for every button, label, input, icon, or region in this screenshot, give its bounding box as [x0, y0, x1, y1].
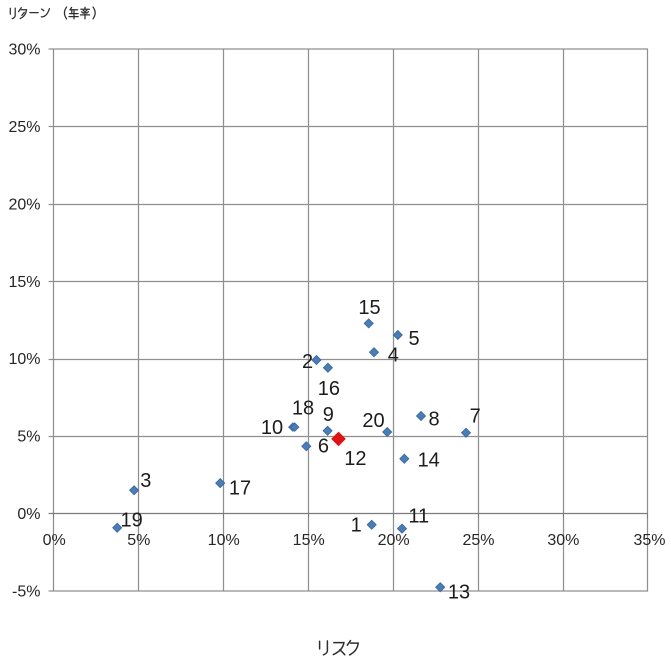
svg-text:5%: 5% [17, 429, 40, 446]
svg-text:5%: 5% [127, 532, 150, 549]
svg-text:14: 14 [418, 450, 440, 472]
svg-text:25%: 25% [462, 532, 494, 549]
svg-text:8: 8 [428, 409, 439, 431]
svg-text:0%: 0% [43, 532, 66, 549]
svg-text:15: 15 [358, 297, 380, 319]
svg-text:30%: 30% [547, 532, 579, 549]
svg-text:11: 11 [408, 505, 429, 527]
svg-text:9: 9 [323, 404, 334, 426]
svg-text:10%: 10% [208, 532, 240, 549]
svg-text:20: 20 [362, 410, 384, 432]
svg-text:15%: 15% [293, 532, 325, 549]
svg-text:1: 1 [351, 515, 362, 537]
svg-text:18: 18 [292, 398, 314, 420]
svg-text:16: 16 [318, 378, 340, 400]
svg-text:10%: 10% [8, 351, 40, 368]
svg-text:5: 5 [408, 328, 419, 350]
svg-text:12: 12 [344, 448, 366, 470]
svg-text:35%: 35% [633, 532, 665, 549]
svg-text:2: 2 [302, 351, 313, 373]
svg-text:19: 19 [120, 510, 142, 532]
svg-text:6: 6 [318, 436, 329, 458]
svg-text:25%: 25% [8, 119, 40, 136]
svg-text:3: 3 [140, 470, 151, 492]
svg-text:15%: 15% [8, 274, 40, 291]
svg-text:17: 17 [229, 477, 251, 499]
svg-text:30%: 30% [8, 42, 40, 59]
svg-text:0%: 0% [17, 506, 40, 523]
svg-text:-5%: -5% [12, 584, 40, 601]
svg-text:20%: 20% [378, 532, 410, 549]
svg-text:20%: 20% [8, 196, 40, 213]
svg-text:10: 10 [261, 417, 283, 439]
svg-text:7: 7 [470, 406, 481, 428]
svg-text:13: 13 [448, 582, 470, 604]
svg-text:4: 4 [388, 345, 399, 367]
